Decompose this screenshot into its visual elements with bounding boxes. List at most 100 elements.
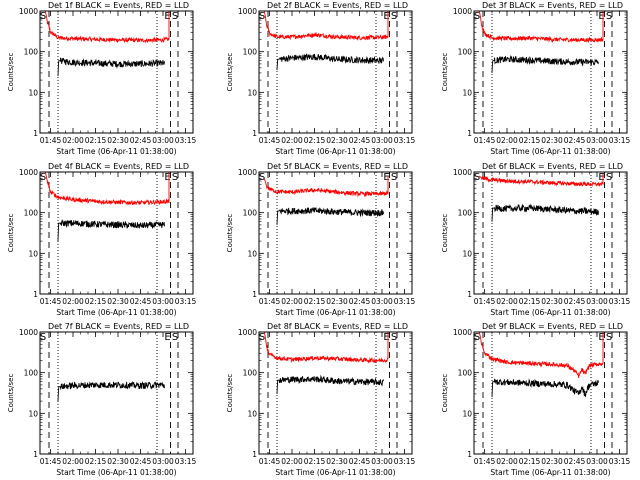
y-tick-label: 10 [28, 409, 38, 418]
chart-title: Det 1f BLACK = Events, RED = LLD [48, 1, 189, 10]
y-tick-label: 1000 [453, 168, 472, 177]
y-tick-label: 100 [24, 369, 39, 378]
x-tick-label: 02:00 [281, 136, 303, 145]
x-tick-label: 01:45 [40, 457, 62, 466]
event-marker-start: S [40, 11, 46, 22]
y-tick-label: 10 [462, 249, 472, 258]
x-tick-label: 03:00 [152, 136, 174, 145]
event-marker-start: S [259, 332, 265, 343]
y-tick-label: 10 [247, 249, 257, 258]
y-axis-label: Counts/sec [441, 214, 449, 253]
x-tick-label: 03:00 [586, 457, 608, 466]
x-tick-label: 03:00 [371, 457, 393, 466]
event-rate-line [57, 381, 165, 402]
chart-title: Det 3f BLACK = Events, RED = LLD [482, 1, 623, 10]
event-marker-start: S [474, 172, 480, 183]
x-tick-label: 02:45 [564, 297, 586, 306]
x-tick-label: 02:30 [107, 457, 129, 466]
x-tick-label: 02:15 [85, 297, 107, 306]
event-marker-s: S [172, 172, 178, 183]
y-axis-label: Counts/sec [7, 214, 15, 253]
event-marker-e: E [164, 172, 170, 183]
x-tick-label: 03:00 [152, 297, 174, 306]
event-marker-e: E [598, 172, 604, 183]
x-tick-label: 03:00 [371, 136, 393, 145]
x-axis-label: Start Time (06-Apr-11 01:38:00) [490, 468, 610, 477]
lld-rate-line [263, 10, 389, 41]
x-tick-label: 02:15 [304, 297, 326, 306]
event-marker-s: S [606, 172, 612, 183]
plot-frame [473, 331, 628, 455]
x-tick-label: 03:15 [609, 457, 631, 466]
event-marker-s: S [391, 11, 397, 22]
event-rate-line [57, 218, 165, 242]
event-marker-s: S [391, 172, 397, 183]
x-tick-label: 02:00 [62, 457, 84, 466]
event-marker-start: S [259, 172, 265, 183]
lld-rate-line [478, 331, 604, 378]
x-tick-label: 01:45 [474, 297, 496, 306]
chart-title: Det 6f BLACK = Events, RED = LLD [482, 162, 623, 171]
y-tick-label: 100 [243, 369, 258, 378]
x-tick-label: 01:45 [259, 136, 281, 145]
event-rate-line [491, 378, 599, 398]
y-axis-label: Counts/sec [226, 53, 234, 92]
event-marker-s: S [391, 332, 397, 343]
event-marker-e: E [383, 11, 389, 22]
plot-frame [39, 171, 194, 295]
x-tick-label: 01:45 [474, 136, 496, 145]
x-tick-label: 02:30 [541, 457, 563, 466]
x-axis-label: Start Time (06-Apr-11 01:38:00) [56, 468, 176, 477]
event-marker-start: S [259, 11, 265, 22]
x-tick-label: 03:15 [394, 136, 416, 145]
x-axis-label: Start Time (06-Apr-11 01:38:00) [275, 468, 395, 477]
chart-panel-1: Det 1f BLACK = Events, RED = LLD Counts/s… [7, 1, 197, 156]
plot-frame [39, 10, 194, 134]
lld-rate-line [478, 10, 604, 43]
y-tick-label: 1 [467, 129, 472, 138]
lld-rate-line [263, 331, 389, 364]
chart-title: Det 5f BLACK = Events, RED = LLD [267, 162, 408, 171]
y-tick-label: 100 [243, 48, 258, 57]
x-tick-label: 02:45 [130, 457, 152, 466]
y-tick-label: 100 [24, 48, 39, 57]
x-tick-label: 03:15 [175, 136, 197, 145]
event-marker-start: S [40, 332, 46, 343]
event-rate-line [276, 207, 384, 225]
chart-title: Det 9f BLACK = Events, RED = LLD [482, 322, 623, 331]
chart-title: Det 8f BLACK = Events, RED = LLD [267, 322, 408, 331]
x-tick-label: 03:00 [586, 297, 608, 306]
y-tick-label: 100 [458, 369, 473, 378]
y-tick-label: 1000 [238, 7, 257, 16]
y-axis-label: Counts/sec [226, 214, 234, 253]
x-tick-label: 02:00 [496, 297, 518, 306]
chart-panel-6: Det 6f BLACK = Events, RED = LLD Counts/s… [441, 162, 631, 317]
x-tick-label: 02:00 [62, 136, 84, 145]
x-tick-label: 02:00 [281, 297, 303, 306]
event-marker-start: S [474, 11, 480, 22]
y-tick-label: 1000 [453, 7, 472, 16]
lld-rate-line [478, 173, 604, 188]
chart-panel-4: Det 4f BLACK = Events, RED = LLD Counts/s… [7, 162, 197, 317]
x-tick-label: 03:15 [394, 457, 416, 466]
y-tick-label: 1 [33, 290, 38, 299]
x-tick-label: 02:15 [304, 136, 326, 145]
x-tick-label: 02:15 [85, 457, 107, 466]
x-axis-label: Start Time (06-Apr-11 01:38:00) [275, 308, 395, 317]
x-tick-label: 01:45 [40, 136, 62, 145]
event-marker-e: E [164, 332, 170, 343]
x-tick-label: 02:45 [349, 297, 371, 306]
x-tick-label: 03:00 [152, 457, 174, 466]
x-tick-label: 02:45 [349, 457, 371, 466]
x-tick-label: 02:15 [304, 457, 326, 466]
chart-panel-5: Det 5f BLACK = Events, RED = LLD Counts/s… [226, 162, 416, 317]
chart-title: Det 4f BLACK = Events, RED = LLD [48, 162, 189, 171]
x-tick-label: 03:15 [394, 297, 416, 306]
plot-frame [473, 171, 628, 295]
x-tick-label: 02:00 [496, 457, 518, 466]
y-tick-label: 1 [467, 450, 472, 459]
x-tick-label: 01:45 [259, 297, 281, 306]
event-marker-s: S [606, 332, 612, 343]
y-tick-label: 10 [247, 409, 257, 418]
